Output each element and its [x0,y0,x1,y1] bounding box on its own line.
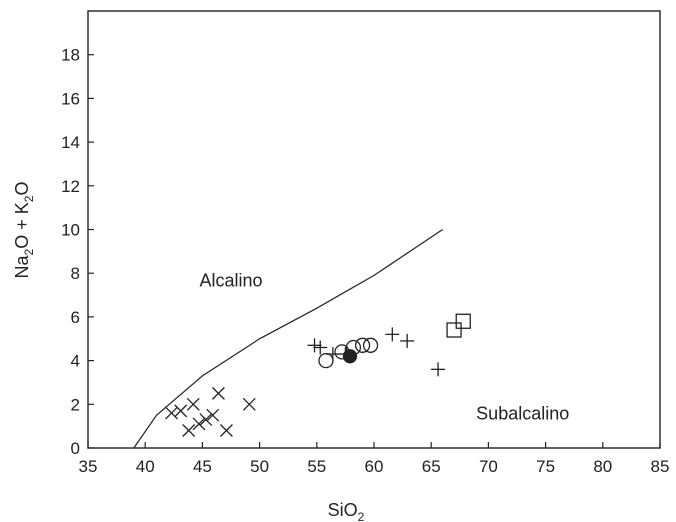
point-x [199,413,213,427]
x-axis-label: SiO2 [328,500,365,522]
x-tick-label: 60 [365,457,384,476]
x-tick-label: 75 [536,457,555,476]
point-circle [354,337,371,353]
point-x [219,424,233,437]
x-tick-label: 70 [479,457,498,476]
point-plus [400,333,415,348]
point-x [206,408,220,422]
point-x [242,397,256,411]
point-plus [313,340,328,355]
point-filled-circle [342,349,358,364]
axis-ticks [87,54,661,449]
x-tick-label: 80 [593,457,612,476]
point-plus [307,338,322,353]
point-x [165,406,178,420]
point-x [174,404,188,418]
y-tick-label: 0 [71,439,80,458]
region-label-alcalino: Alcalino [199,270,262,290]
y-tick-label: 12 [61,177,80,196]
y-tick-label: 10 [61,221,80,240]
x-tick-label: 40 [136,457,155,476]
y-tick-label: 14 [61,133,80,152]
x-tick-label: 45 [193,457,212,476]
region-label-subalcalino: Subalcalino [476,404,569,424]
point-x [182,424,196,437]
point-circle [362,337,379,353]
point-x [186,397,200,411]
x-tick-label: 35 [79,457,98,476]
y-tick-label: 4 [71,352,80,371]
y-tick-label: 18 [61,46,80,65]
y-tick-label: 8 [71,264,80,283]
point-square [446,322,462,338]
data-points [165,313,471,437]
point-x [192,417,206,431]
tick-labels: 35 40 45 50 55 60 65 70 75 80 85 0 2 4 6 8 10 12 14 16 18 [61,46,669,476]
y-tick-label: 2 [71,395,80,414]
y-tick-label: 16 [61,89,80,108]
y-axis-label: Na2O + K2O [12,182,36,279]
point-square [455,313,471,329]
region-labels: Alcalino Subalcalino [199,270,569,423]
alkaline-subalkaline-boundary [133,229,443,449]
x-tick-label: 55 [307,457,326,476]
y-tick-label: 6 [71,308,80,327]
x-tick-label: 65 [422,457,441,476]
x-tick-label: 50 [250,457,269,476]
point-plus [431,362,446,377]
point-plus [385,327,400,342]
point-circle [318,352,334,369]
x-tick-label: 85 [651,457,670,476]
plot-frame [87,10,661,449]
point-x [211,386,225,400]
